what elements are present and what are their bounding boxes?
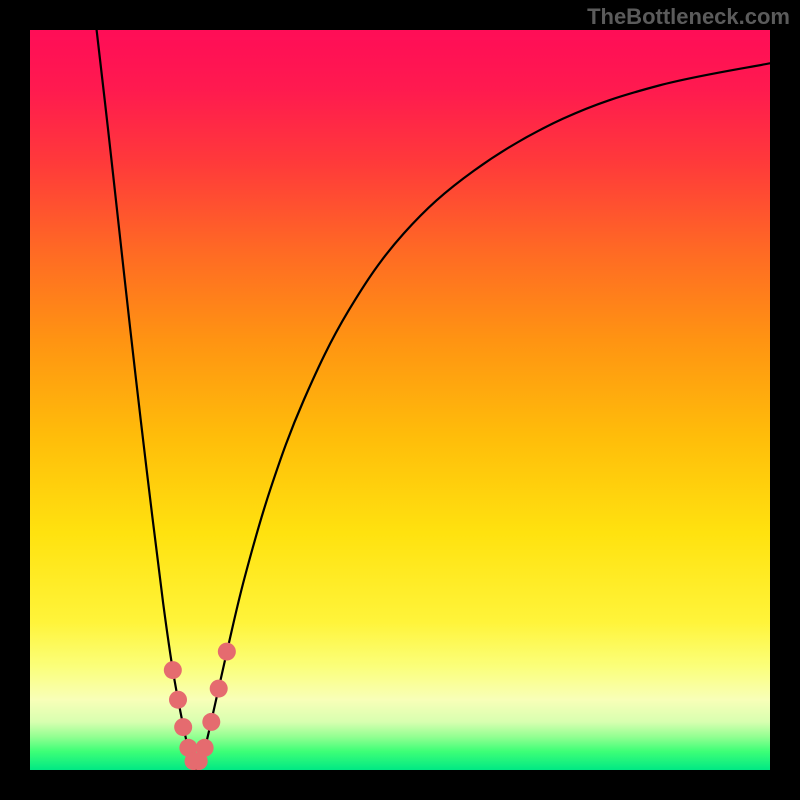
plot-area bbox=[30, 30, 770, 770]
watermark-text: TheBottleneck.com bbox=[587, 4, 790, 30]
markers-layer bbox=[30, 30, 770, 770]
chart-canvas: TheBottleneck.com bbox=[0, 0, 800, 800]
